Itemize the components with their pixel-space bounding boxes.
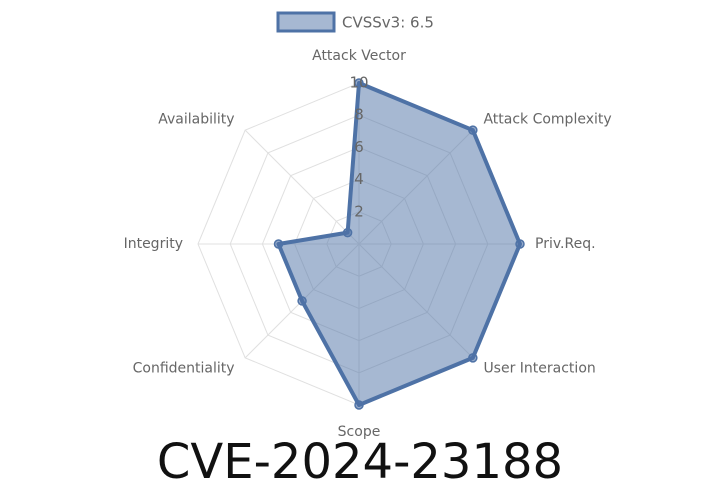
category-label: Attack Vector — [312, 48, 406, 64]
category-label: Scope — [338, 424, 381, 440]
category-label: User Interaction — [483, 360, 595, 376]
radar-point — [354, 78, 364, 88]
chart-title: CVE-2024-23188 — [157, 434, 563, 490]
category-label: Attack Complexity — [483, 112, 611, 128]
r-tick-label: 4 — [354, 170, 364, 188]
r-tick-label: 8 — [354, 106, 364, 124]
r-tick-label: 10 — [349, 74, 368, 92]
r-tick-label: 6 — [354, 138, 364, 156]
radar-point — [342, 227, 353, 238]
category-label: Confidentiality — [133, 360, 235, 376]
legend-label: CVSSv3: 6.5 — [342, 14, 434, 32]
axis-spoke — [244, 129, 360, 245]
legend-swatch — [276, 11, 336, 33]
category-label: Priv.Req. — [535, 236, 596, 252]
radar-area — [276, 81, 522, 407]
r-tick-label: 2 — [354, 202, 364, 220]
radar-point — [515, 239, 525, 249]
category-label: Availability — [158, 112, 234, 128]
radar-point — [468, 125, 478, 135]
radar-point — [468, 353, 478, 363]
radar-point — [297, 296, 307, 306]
radar-point — [273, 239, 284, 249]
radar-point — [354, 400, 364, 410]
category-label: Integrity — [124, 236, 183, 252]
